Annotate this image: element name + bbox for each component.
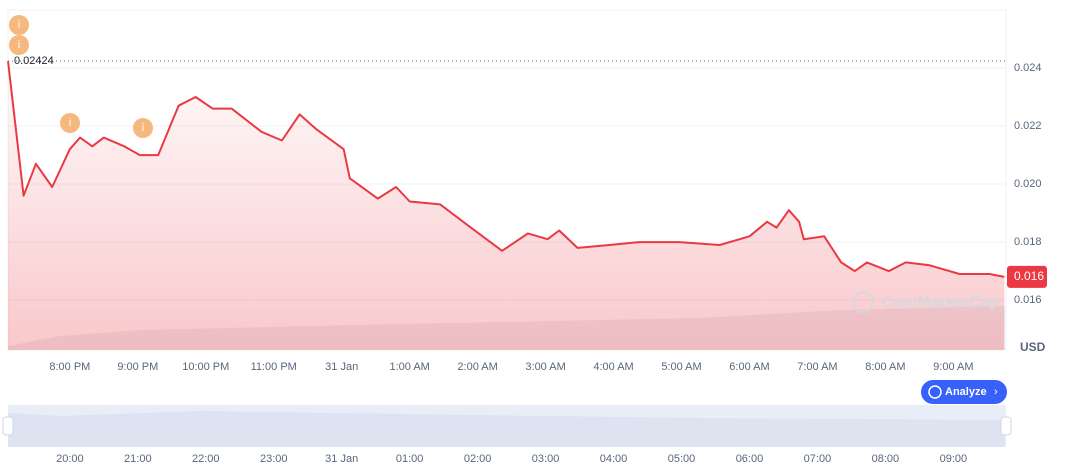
svg-text:i: i xyxy=(69,117,71,129)
navigator-tick-label: 31 Jan xyxy=(325,453,358,465)
navigator-tick-label: 05:00 xyxy=(668,453,696,465)
navigator-tick-label: 01:00 xyxy=(396,453,424,465)
navigator-tick-label: 22:00 xyxy=(192,453,220,465)
navigator-tick-label: 02:00 xyxy=(464,453,492,465)
svg-text:i: i xyxy=(142,122,144,134)
x-tick-label: 3:00 AM xyxy=(525,361,565,373)
last-price-label: 0.016 xyxy=(1014,269,1044,283)
x-tick-label: 8:00 PM xyxy=(49,361,90,373)
navigator-tick-label: 03:00 xyxy=(532,453,560,465)
navigator-tick-label: 04:00 xyxy=(600,453,628,465)
x-tick-label: 9:00 AM xyxy=(933,361,973,373)
event-icons: i i i i xyxy=(9,15,153,138)
area-fill xyxy=(8,61,1005,350)
analyze-button[interactable] xyxy=(921,380,1007,404)
reference-label: 0.02424 xyxy=(14,55,54,67)
navigator-handle-right[interactable] xyxy=(1000,416,1012,436)
x-tick-label: 9:00 PM xyxy=(117,361,158,373)
x-tick-label: 11:00 PM xyxy=(251,361,297,373)
watermark-logo xyxy=(852,291,874,313)
y-tick-label: 0.022 xyxy=(1014,120,1042,132)
analyze-label[interactable]: Analyze xyxy=(945,386,987,398)
y-tick-label: 0.016 xyxy=(1014,294,1042,306)
navigator-tick-label: 07:00 xyxy=(804,453,832,465)
analyze-icon xyxy=(928,385,942,399)
navigator-tick-label: 08:00 xyxy=(872,453,900,465)
y-tick-label: 0.020 xyxy=(1014,178,1042,190)
x-tick-label: 10:00 PM xyxy=(182,361,229,373)
price-line xyxy=(7,60,1005,278)
y-tick-label: 0.024 xyxy=(1014,62,1042,74)
y-tick-label: 0.018 xyxy=(1014,236,1042,248)
navigator-tick-label: 20:00 xyxy=(56,453,84,465)
x-tick-label: 7:00 AM xyxy=(797,361,837,373)
x-tick-label: 4:00 AM xyxy=(593,361,633,373)
y-unit: USD xyxy=(1020,340,1046,354)
x-tick-label: 6:00 AM xyxy=(729,361,769,373)
navigator-tick-label: 06:00 xyxy=(736,453,764,465)
x-tick-label: 5:00 AM xyxy=(661,361,701,373)
navigator-area xyxy=(8,411,1005,447)
x-tick-label: 8:00 AM xyxy=(865,361,905,373)
analyze-chevron: › xyxy=(994,386,998,398)
navigator-tick-label: 21:00 xyxy=(124,453,152,465)
navigator-tick-label: 09:00 xyxy=(940,453,968,465)
last-price-badge xyxy=(1007,265,1047,288)
navigator-tick-label: 23:00 xyxy=(260,453,288,465)
x-tick-label: 1:00 AM xyxy=(389,361,429,373)
svg-text:i: i xyxy=(18,19,20,31)
navigator-handle-left[interactable] xyxy=(2,416,14,436)
x-tick-label: 31 Jan xyxy=(325,361,358,373)
watermark: CoinMarketCap xyxy=(882,294,1000,311)
x-tick-label: 2:00 AM xyxy=(457,361,497,373)
svg-text:i: i xyxy=(18,39,20,51)
